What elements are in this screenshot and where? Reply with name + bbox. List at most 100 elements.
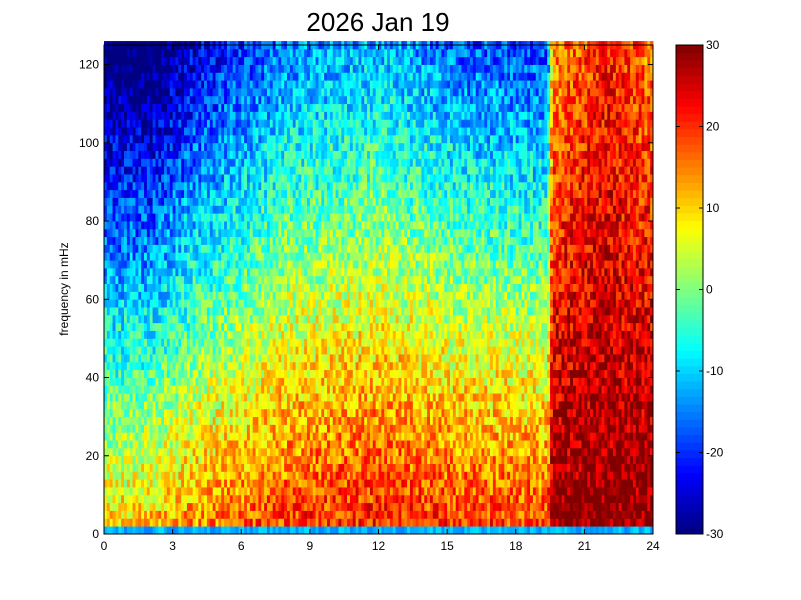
heatmap-cell (312, 354, 316, 363)
heatmap-cell (275, 56, 279, 65)
heatmap-cell (315, 244, 319, 253)
heatmap-cell (255, 416, 259, 425)
heatmap-cell (318, 385, 322, 394)
heatmap-cell (104, 307, 108, 316)
heatmap-cell (195, 440, 199, 449)
heatmap-cell (298, 385, 302, 394)
heatmap-cell (141, 119, 145, 128)
heatmap-cell (138, 291, 142, 300)
heatmap-cell (209, 314, 214, 324)
heatmap-cell (164, 447, 168, 457)
heatmap-cell (324, 408, 328, 418)
heatmap-cell (218, 88, 222, 97)
heatmap-cell (318, 440, 322, 449)
heatmap-cell (184, 252, 188, 261)
heatmap-cell (246, 142, 251, 152)
heatmap-cell (206, 494, 211, 504)
heatmap-cell (295, 244, 299, 253)
heatmap-cell (178, 291, 182, 300)
heatmap-cell (307, 518, 311, 527)
heatmap-cell (112, 307, 116, 316)
heatmap-cell (278, 487, 282, 496)
heatmap-cell (264, 526, 268, 535)
heatmap-cell (215, 307, 219, 316)
heatmap-cell (172, 80, 176, 89)
heatmap-cell (327, 252, 331, 261)
heatmap-cell (298, 354, 302, 363)
heatmap-cell (284, 244, 288, 253)
heatmap-cell (261, 494, 265, 504)
heatmap-cell (238, 267, 242, 277)
heatmap-cell (235, 330, 239, 339)
heatmap-cell (295, 314, 299, 324)
heatmap-cell (318, 502, 322, 511)
heatmap-cell (318, 228, 322, 238)
heatmap-cell (121, 385, 125, 394)
heatmap-cell (112, 119, 116, 128)
heatmap-cell (184, 322, 188, 331)
heatmap-cell (152, 338, 156, 347)
heatmap-cell (324, 510, 328, 519)
heatmap-cell (221, 510, 225, 519)
heatmap-cell (232, 174, 236, 183)
heatmap-cell (284, 479, 288, 488)
heatmap-cell (258, 88, 262, 97)
heatmap-cell (312, 440, 316, 449)
heatmap-cell (275, 424, 279, 433)
heatmap-cell (287, 393, 291, 402)
heatmap-cell (204, 307, 208, 316)
heatmap-cell (215, 252, 219, 261)
heatmap-cell (241, 80, 245, 89)
heatmap-cell (261, 142, 265, 152)
heatmap-cell (292, 64, 296, 73)
heatmap-cell (298, 95, 302, 105)
heatmap-cell (121, 134, 125, 144)
heatmap-cell (304, 181, 308, 191)
heatmap-cell (329, 408, 334, 418)
heatmap-cell (104, 526, 108, 535)
heatmap-cell (218, 377, 222, 386)
heatmap-cell (289, 299, 294, 308)
heatmap-cell (272, 95, 276, 105)
heatmap-cell (212, 416, 216, 425)
heatmap-cell (189, 354, 194, 363)
heatmap-cell (106, 174, 111, 183)
heatmap-cell (129, 56, 133, 65)
heatmap-cell (232, 447, 236, 457)
heatmap-cell (289, 56, 294, 65)
heatmap-cell (235, 174, 239, 183)
heatmap-cell (209, 322, 214, 331)
heatmap-cell (129, 494, 133, 504)
heatmap-cell (209, 205, 214, 214)
heatmap-cell (269, 400, 274, 410)
heatmap-cell (161, 416, 165, 425)
heatmap-cell (315, 119, 319, 128)
heatmap-cell (261, 479, 265, 488)
heatmap-cell (178, 314, 182, 324)
heatmap-cell (261, 205, 265, 214)
heatmap-cell (304, 479, 308, 488)
heatmap-cell (232, 283, 236, 292)
heatmap-cell (275, 377, 279, 386)
heatmap-cell (284, 88, 288, 97)
heatmap-cell (221, 174, 225, 183)
heatmap-cell (312, 432, 316, 441)
heatmap-cell (178, 213, 182, 222)
heatmap-cell (304, 502, 308, 511)
heatmap-cell (126, 440, 131, 449)
heatmap-cell (295, 158, 299, 167)
heatmap-cell (178, 205, 182, 214)
heatmap-cell (146, 518, 151, 527)
heatmap-cell (155, 134, 159, 144)
heatmap-cell (318, 189, 322, 198)
heatmap-cell (304, 174, 308, 183)
heatmap-cell (315, 189, 319, 198)
heatmap-cell (186, 416, 191, 425)
heatmap-cell (172, 88, 176, 97)
heatmap-cell (118, 252, 122, 261)
heatmap-cell (138, 158, 142, 167)
heatmap-cell (169, 440, 174, 449)
heatmap-cell (321, 134, 325, 144)
heatmap-cell (304, 440, 308, 449)
heatmap-cell (112, 369, 116, 378)
